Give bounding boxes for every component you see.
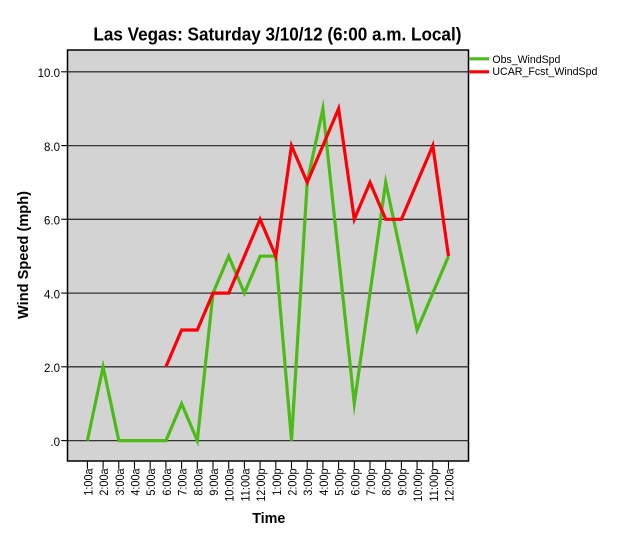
svg-text:10.0: 10.0: [38, 68, 60, 80]
svg-text:Time: Time: [252, 510, 285, 527]
svg-text:2.0: 2.0: [44, 363, 60, 375]
svg-text:UCAR_Fcst_WindSpd: UCAR_Fcst_WindSpd: [492, 66, 597, 78]
svg-text:5:00a: 5:00a: [146, 468, 158, 496]
svg-text:2:00p: 2:00p: [288, 469, 300, 496]
svg-text:Las Vegas: Saturday 3/10/12 (6: Las Vegas: Saturday 3/10/12 (6:00 a.m. L…: [93, 25, 461, 45]
svg-text:9:00a: 9:00a: [209, 468, 221, 496]
svg-text:1:00p: 1:00p: [272, 469, 284, 496]
svg-text:7:00p: 7:00p: [366, 469, 378, 496]
svg-text:11:00p: 11:00p: [429, 469, 441, 502]
svg-text:6.0: 6.0: [44, 216, 60, 228]
svg-text:12:00p: 12:00p: [256, 469, 268, 502]
svg-text:Wind Speed (mph): Wind Speed (mph): [15, 191, 32, 319]
svg-text:7:00a: 7:00a: [178, 468, 190, 496]
svg-text:6:00p: 6:00p: [350, 469, 362, 496]
svg-text:4.0: 4.0: [44, 289, 60, 301]
svg-text:10:00p: 10:00p: [413, 469, 425, 502]
svg-text:3:00p: 3:00p: [303, 469, 315, 496]
svg-text:Obs_WindSpd: Obs_WindSpd: [492, 54, 560, 66]
svg-text:8:00a: 8:00a: [193, 468, 205, 496]
svg-text:5:00p: 5:00p: [335, 469, 347, 496]
svg-text:6:00a: 6:00a: [162, 468, 174, 496]
svg-text:11:00a: 11:00a: [240, 468, 252, 502]
svg-text:8:00p: 8:00p: [382, 469, 394, 496]
svg-text:9:00p: 9:00p: [397, 469, 409, 496]
svg-text:4:00a: 4:00a: [131, 468, 143, 496]
svg-text:10:00a: 10:00a: [225, 468, 237, 502]
svg-text:1:00a: 1:00a: [83, 468, 95, 496]
svg-text:8.0: 8.0: [44, 142, 60, 154]
svg-text:.0: .0: [50, 437, 60, 449]
svg-text:12:00a: 12:00a: [445, 468, 457, 502]
svg-text:2:00a: 2:00a: [99, 468, 111, 496]
svg-text:4:00p: 4:00p: [319, 469, 331, 496]
svg-text:3:00a: 3:00a: [115, 468, 127, 496]
